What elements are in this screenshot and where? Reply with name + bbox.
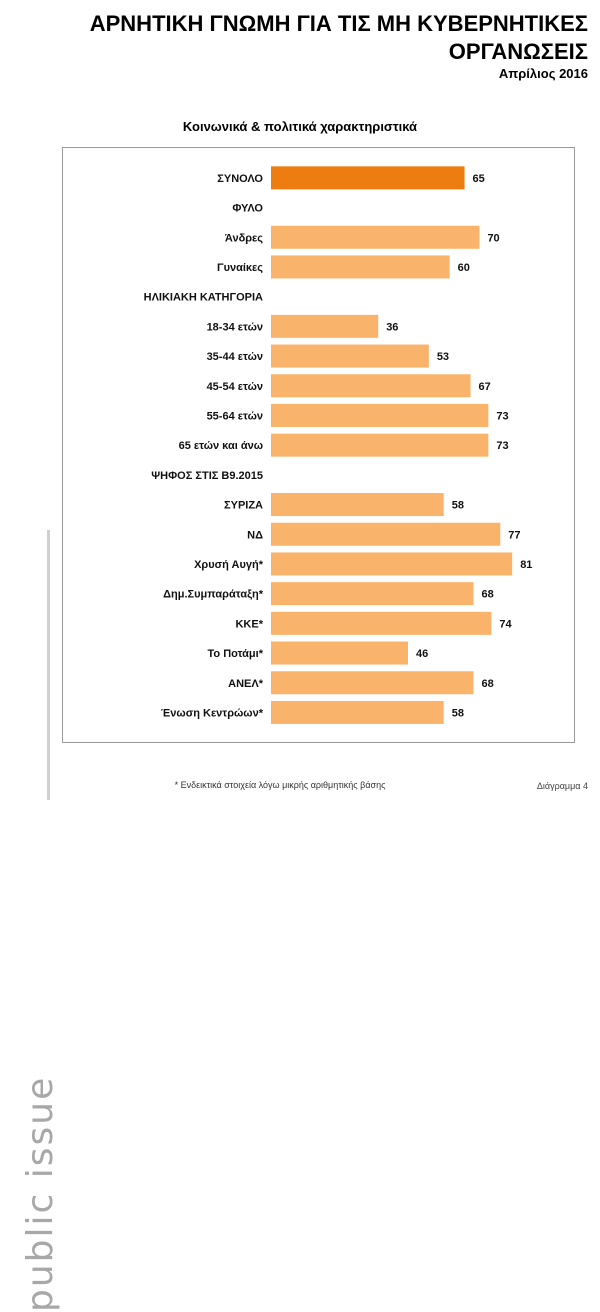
bar: [271, 522, 501, 546]
diagram-number: Διάγραμμα 4: [536, 781, 588, 791]
category-label: Δημ.Συμπαράταξη*: [163, 589, 264, 601]
bar: [271, 493, 444, 517]
chart-subtitle: Κοινωνικά & πολιτικά χαρακτηριστικά: [182, 119, 418, 134]
data-label: 58: [452, 500, 464, 512]
category-label: 45-54 ετών: [207, 381, 263, 393]
bar: [271, 225, 480, 249]
bar: [271, 374, 471, 398]
category-label: 55-64 ετών: [207, 410, 263, 422]
category-label: 65 ετών και άνω: [179, 440, 263, 452]
category-label: Χρυσή Αυγή*: [194, 559, 264, 571]
data-label: 74: [499, 618, 512, 630]
data-label: 46: [416, 648, 428, 660]
category-label: Ένωση Κεντρώων*: [161, 707, 264, 719]
footnote: * Ενδεικτικά στοιχεία λόγω μικρής αριθμη…: [174, 780, 386, 790]
data-label: 65: [473, 173, 485, 185]
data-label: 60: [458, 262, 470, 274]
bar: [271, 641, 408, 665]
bar: [271, 611, 492, 635]
category-label: Το Ποτάμι*: [208, 648, 264, 660]
data-label: 53: [437, 351, 449, 363]
bar: [271, 700, 444, 724]
category-label: ΝΔ: [247, 529, 263, 541]
chart-title: ΑΡΝΗΤΙΚΗ ΓΝΩΜΗ ΓΙΑ ΤΙΣ ΜΗ ΚΥΒΕΡΝΗΤΙΚΕΣ Ο…: [28, 10, 588, 66]
data-label: 36: [386, 321, 398, 333]
data-label: 68: [481, 589, 493, 601]
bar: [271, 314, 379, 338]
brand-divider: [47, 530, 50, 800]
data-label: 68: [481, 678, 493, 690]
data-label: 77: [508, 529, 520, 541]
bar: [271, 255, 450, 279]
bar: [271, 344, 429, 368]
data-label: 73: [496, 410, 508, 422]
category-label: ΚΚΕ*: [235, 618, 263, 630]
category-label: ΣΥΝΟΛΟ: [217, 173, 263, 185]
category-label: 18-34 ετών: [207, 321, 263, 333]
bar: [271, 403, 489, 427]
bar: [271, 582, 474, 606]
category-label: Άνδρες: [225, 232, 263, 244]
data-label: 70: [487, 232, 499, 244]
brand-logo-text: public issue: [20, 1075, 61, 1312]
category-label: ΑΝΕΛ*: [228, 678, 264, 690]
group-header-label: ΗΛΙΚΙΑΚΗ ΚΑΤΗΓΟΡΙΑ: [144, 292, 263, 304]
title-line-1: ΑΡΝΗΤΙΚΗ ΓΝΩΜΗ ΓΙΑ ΤΙΣ ΜΗ ΚΥΒΕΡΝΗΤΙΚΕΣ: [89, 11, 588, 36]
title-line-2: ΟΡΓΑΝΩΣΕΙΣ: [448, 39, 588, 64]
category-label: ΣΥΡΙΖΑ: [224, 500, 263, 512]
category-label: 35-44 ετών: [207, 351, 263, 363]
group-header-label: ΨΗΦΟΣ ΣΤΙΣ Β9.2015: [151, 470, 263, 482]
date-label: Απρίλιος 2016: [498, 66, 588, 81]
data-label: 73: [496, 440, 508, 452]
data-label: 67: [479, 381, 491, 393]
data-label: 81: [520, 559, 532, 571]
bar-chart: ΣΥΝΟΛΟ 65 ΦΥΛΟ Άνδρες 70 Γυναίκες 60 ΗΛΙΚΙΑΚΗ Κ…: [144, 166, 532, 724]
bar: [271, 433, 489, 457]
data-label: 58: [452, 707, 464, 719]
group-header-label: ΦΥΛΟ: [232, 203, 263, 215]
brand-strip: public issue: [0, 530, 61, 1312]
total-bar: [271, 166, 465, 190]
bar: [271, 671, 474, 695]
bar: [271, 552, 513, 576]
category-label: Γυναίκες: [217, 262, 263, 274]
chart-frame: ΣΥΝΟΛΟ 65 ΦΥΛΟ Άνδρες 70 Γυναίκες 60 ΗΛΙΚΙΑΚΗ Κ…: [62, 147, 575, 743]
